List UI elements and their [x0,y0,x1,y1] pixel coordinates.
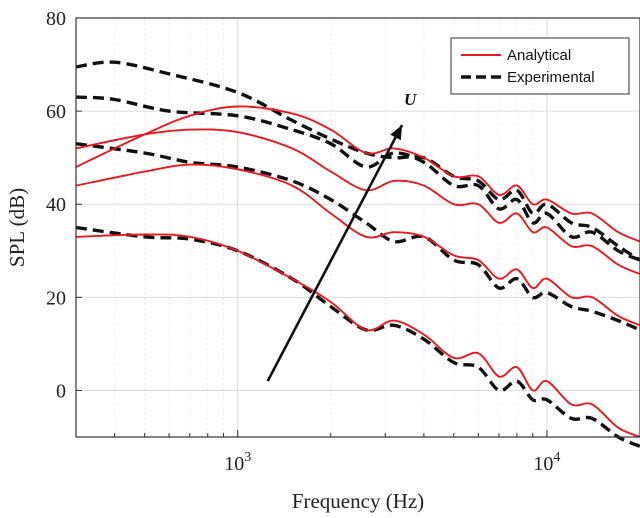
analytical-series [75,163,640,327]
axis-ticks: 0 20 40 60 80 103 104 [46,8,640,475]
legend-box [450,37,630,95]
analytical-series [75,128,640,275]
plot-frame [75,17,640,438]
y-axis-label: SPL (dB) [5,188,29,267]
y-tick-label: 20 [46,287,66,309]
y-tick-label: 40 [46,194,66,216]
legend: Analytical Experimental [450,37,630,95]
experimental-series [75,142,640,332]
analytical-series [75,105,640,243]
experimental-series [75,225,640,448]
x-tick-label: 103 [224,450,251,475]
analytical-series [75,233,640,438]
y-tick-label: 80 [46,8,66,30]
y-tick-label: 60 [46,101,66,123]
x-tick-label: 104 [533,450,560,475]
annotation: U [266,90,417,382]
y-tick-label: 0 [56,380,66,402]
legend-label: Experimental [507,69,595,86]
x-axis-label: Frequency (Hz) [292,489,424,513]
annotation-label: U [404,90,417,109]
series-layer [75,60,640,448]
legend-label: Analytical [507,47,571,64]
arrow-head [390,125,403,141]
arrow-shaft [266,124,404,382]
experimental-series [75,95,640,262]
